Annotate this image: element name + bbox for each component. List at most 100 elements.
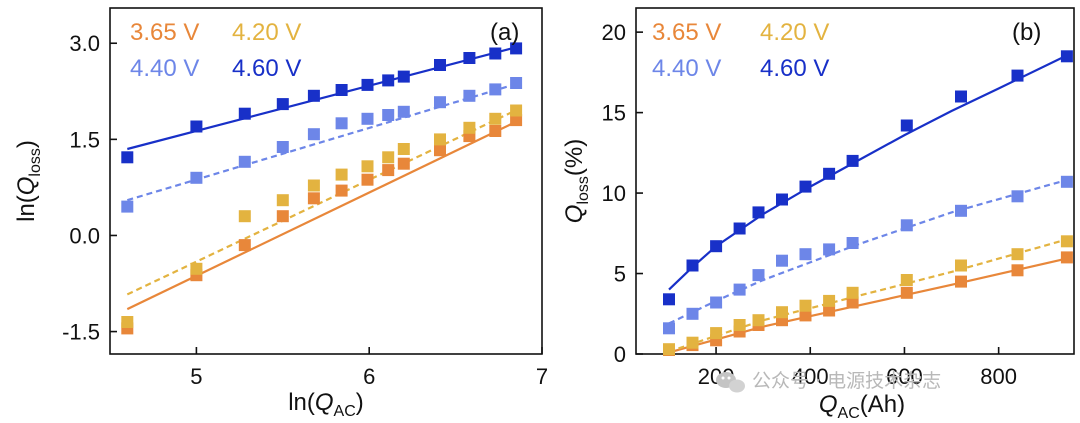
data-point-a-440 [382,109,395,121]
data-point-a-460 [121,151,134,164]
y-axis-title-b: Qloss(%) [561,139,592,223]
data-point-b-460 [900,119,913,132]
fit-line-b-440 [668,177,1072,325]
data-point-b-440 [686,307,699,320]
data-point-a-420 [434,133,446,146]
data-point-a-365 [489,125,502,137]
data-point-a-420 [238,210,251,223]
data-point-b-420 [955,259,967,272]
data-point-b-420 [686,336,699,349]
data-point-b-460 [799,180,812,193]
y-tick-label-b: 0 [614,342,626,367]
data-point-b-460 [846,154,859,167]
data-point-b-460 [955,90,967,103]
y-tick-label-a: 1.5 [69,127,100,152]
legend-b: 3.65 V 4.20 V 4.40 V 4.60 V [652,19,829,82]
data-point-b-365 [799,309,812,322]
data-point-b-460 [1060,50,1073,63]
x-tick-label-a: 5 [190,364,202,389]
y-tick-label-b: 5 [614,262,626,287]
data-point-a-460 [190,120,203,133]
data-point-b-420 [799,299,812,312]
y-tick-label-a: 3.0 [69,31,100,56]
y-tick-label-b: 10 [602,181,626,206]
fit-line-a-420 [126,107,520,296]
data-point-a-420 [190,262,203,275]
data-point-b-420 [663,343,675,356]
data-point-a-460 [382,74,395,87]
legend-b-420: 4.20 V [760,19,829,46]
watermark: 公众号 · 电源技术杂志 [716,370,941,393]
data-point-b-365 [1060,251,1073,264]
data-point-b-460 [752,206,765,219]
x-tick-label-a: 6 [363,364,375,389]
data-point-b-440 [733,283,746,296]
data-point-b-460 [776,193,788,206]
x-tick-label-b: 800 [980,364,1017,389]
legend-a-440: 4.40 V [130,55,199,82]
data-point-a-440 [276,141,289,153]
data-point-b-440 [846,237,859,249]
data-point-a-440 [190,171,203,184]
legend-a-420: 4.20 V [232,19,301,46]
data-point-b-420 [776,306,788,319]
x-tick-label-a: 7 [536,364,548,389]
data-point-b-420 [1060,235,1073,248]
data-point-b-440 [823,243,836,256]
data-point-a-420 [361,160,374,173]
watermark-text: 公众号 · 电源技术杂志 [752,370,941,392]
data-point-b-420 [846,286,859,299]
data-point-a-365 [382,164,395,177]
x-axis-title-a: ln(QAC) [288,389,364,420]
plot-frame-a [109,7,543,355]
data-point-b-420 [752,314,765,327]
data-point-b-460 [1011,69,1024,82]
data-point-a-420 [463,121,476,134]
data-point-b-420 [1011,248,1024,261]
plot-frame-b [635,7,1075,355]
data-point-a-420 [307,179,320,192]
wechat-icon [716,372,745,393]
data-point-a-420 [489,112,502,125]
data-point-a-460 [489,47,502,60]
legend-a-365: 3.65 V [130,19,199,46]
legend-b-365: 3.65 V [652,19,721,46]
data-point-a-440 [121,200,134,213]
data-point-b-460 [686,259,699,272]
data-point-b-440 [752,269,765,282]
fit-line-b-420 [668,237,1072,353]
legend-b-460: 4.60 V [760,55,829,82]
data-point-b-365 [900,286,913,299]
data-point-a-420 [276,194,289,207]
data-point-b-440 [776,254,788,267]
data-point-a-440 [434,96,446,109]
data-point-a-440 [238,155,251,168]
data-point-a-365 [307,192,320,205]
data-point-a-420 [510,104,523,117]
data-point-b-420 [710,327,723,340]
data-point-a-420 [121,316,134,328]
data-point-a-365 [335,184,348,197]
data-point-a-420 [335,168,348,181]
data-point-b-420 [900,274,913,286]
y-tick-label-b: 15 [602,101,626,126]
panel-label-b: (b) [1012,19,1041,46]
data-point-a-460 [397,70,410,83]
x-tick-label-b: 600 [886,364,923,389]
data-point-a-440 [397,105,410,118]
fit-line-b-365 [668,256,1072,354]
data-point-a-460 [361,78,374,91]
x-axis-title-b: QAC(Ah) [819,391,905,422]
data-point-a-365 [276,210,289,223]
data-point-b-365 [823,304,836,317]
y-tick-label-a: 0.0 [69,223,100,248]
data-point-b-460 [733,222,746,235]
data-point-b-460 [823,167,836,180]
panel-label-a: (a) [490,19,519,46]
data-point-a-365 [361,173,374,186]
fit-line-a-440 [126,81,520,202]
data-point-a-420 [397,143,410,155]
data-point-b-365 [955,275,967,288]
y-tick-label-b: 20 [602,20,626,45]
